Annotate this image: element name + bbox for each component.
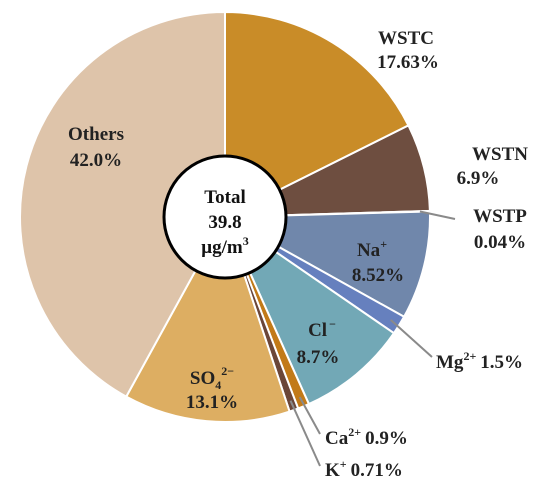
so4-sub: 4 [215, 378, 221, 392]
slice-name-wstc: WSTC [378, 28, 434, 49]
slice-name-k: K+ 0.71% [325, 457, 403, 481]
pie-slice-others [19, 10, 226, 398]
mg-sup: 2+ [463, 349, 476, 363]
slice-name-na: Na+ [357, 237, 387, 261]
slice-name-so4: SO42− [190, 364, 234, 392]
slice-value-wstp: 0.04% [474, 232, 526, 253]
slice-label-mg: Mg2+ 1.5% [436, 349, 523, 373]
slice-name-cl: Cl − [308, 317, 336, 341]
slice-label-so4: SO42− 13.1% [186, 364, 238, 413]
pie-slices [19, 10, 431, 423]
na-base: Na [357, 240, 381, 261]
center-label-line3: μg/m3 [201, 234, 248, 258]
mg-base: Mg [436, 352, 464, 373]
center-circle [162, 154, 288, 280]
pie-slice-wstc [224, 10, 410, 219]
cl-sup: − [329, 317, 336, 331]
so4-base: SO [190, 368, 215, 389]
slice-label-wstn: WSTN 6.9% [457, 144, 529, 189]
center-unit-sup: 3 [243, 234, 249, 248]
slice-value-wstn: 6.9% [457, 168, 500, 189]
pie-slice-so4 [124, 214, 291, 423]
na-sup: + [380, 237, 387, 251]
slice-name-wstp: WSTP [473, 206, 527, 227]
ca-value: 0.9% [365, 428, 408, 449]
center-unit-base: μg/m [201, 237, 243, 258]
slice-name-others: Others [68, 124, 124, 145]
pie-slice-cl [222, 214, 396, 406]
slice-value-so4: 13.1% [186, 392, 238, 413]
slice-name-mg: Mg2+ 1.5% [436, 349, 523, 373]
slice-label-na: Na+ 8.52% [352, 237, 404, 286]
k-sup: + [340, 457, 347, 471]
mg-value: 1.5% [480, 352, 523, 373]
slice-label-k: K+ 0.71% [325, 457, 403, 481]
slice-label-wstc: WSTC 17.63% [377, 28, 439, 73]
k-value: 0.71% [351, 460, 403, 481]
center-label-line2: 39.8 [208, 212, 241, 233]
so4-sup: 2− [221, 364, 234, 378]
ca-sup: 2+ [348, 425, 361, 439]
slice-label-wstp: WSTP 0.04% [473, 206, 527, 253]
leader-lines [289, 210, 456, 467]
k-base: K [325, 460, 340, 481]
leader-line-k [289, 400, 321, 467]
slice-label-ca: Ca2+ 0.9% [325, 425, 408, 449]
leader-line-ca [298, 396, 321, 435]
slice-label-cl: Cl − 8.7% [297, 317, 340, 368]
cl-base: Cl [308, 320, 327, 341]
center-label-line1: Total [204, 187, 246, 208]
slice-name-wstn: WSTN [472, 144, 528, 165]
leader-line-mg [390, 319, 433, 358]
slice-value-wstc: 17.63% [377, 52, 439, 73]
slice-value-na: 8.52% [352, 265, 404, 286]
slice-value-others: 42.0% [70, 150, 122, 171]
slice-name-ca: Ca2+ 0.9% [325, 425, 408, 449]
leader-line-wstp [419, 210, 456, 220]
slice-value-cl: 8.7% [297, 347, 340, 368]
ca-base: Ca [325, 428, 349, 449]
slice-label-others: Others 42.0% [68, 124, 124, 171]
